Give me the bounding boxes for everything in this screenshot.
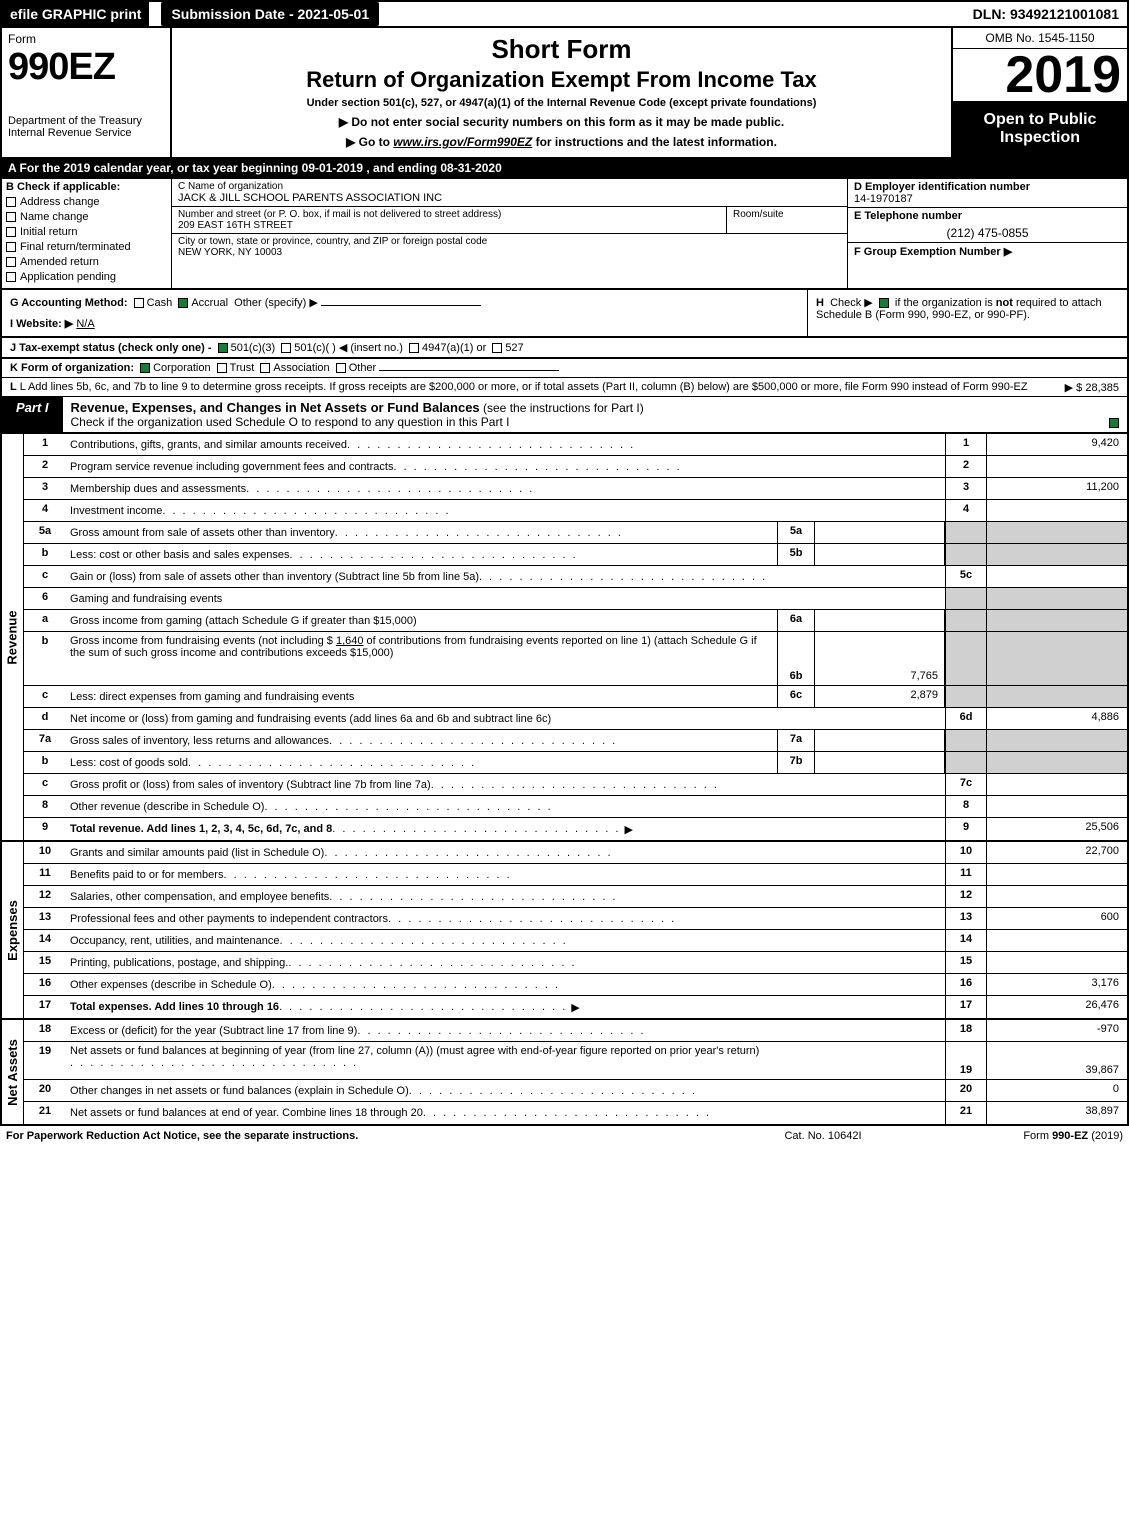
section-l: L L Add lines 5b, 6c, and 7b to line 9 t…	[0, 378, 1129, 396]
checkbox-trust[interactable]	[217, 363, 227, 373]
netassets-table: Net Assets 18Excess or (deficit) for the…	[0, 1020, 1129, 1126]
expenses-side-label: Expenses	[2, 842, 24, 1018]
entity-block: B Check if applicable: Address change Na…	[0, 179, 1129, 290]
footer-form: Form 990-EZ (2019)	[923, 1130, 1123, 1142]
section-h: H Check ▶ if the organization is not req…	[807, 290, 1127, 336]
title-short-form: Short Form	[182, 34, 941, 65]
street-label: Number and street (or P. O. box, if mail…	[178, 209, 501, 220]
total-expenses: 26,476	[987, 996, 1127, 1018]
line19-value: 39,867	[987, 1042, 1127, 1079]
line13-value: 600	[987, 908, 1127, 929]
phone-label: E Telephone number	[854, 210, 1121, 222]
department: Department of the Treasury Internal Reve…	[8, 115, 164, 139]
line1-value: 9,420	[987, 434, 1127, 455]
gross-receipts: ▶ $ 28,385	[1065, 381, 1119, 394]
section-def: D Employer identification number 14-1970…	[847, 179, 1127, 288]
b-header: B Check if applicable:	[6, 181, 167, 193]
footer-cat: Cat. No. 10642I	[723, 1130, 923, 1142]
group-exemption-label: F Group Exemption Number ▶	[854, 245, 1121, 258]
ein-value: 14-1970187	[854, 193, 1121, 205]
line6d-value: 4,886	[987, 708, 1127, 729]
org-name: JACK & JILL SCHOOL PARENTS ASSOCIATION I…	[178, 192, 442, 204]
checkbox-other[interactable]	[336, 363, 346, 373]
section-b: B Check if applicable: Address change Na…	[2, 179, 172, 288]
revenue-table: Revenue 1Contributions, gifts, grants, a…	[0, 434, 1129, 842]
line10-value: 22,700	[987, 842, 1127, 863]
form-word: Form	[8, 32, 164, 46]
checkbox-501c3[interactable]	[218, 343, 228, 353]
line-a: A For the 2019 calendar year, or tax yea…	[0, 159, 1129, 179]
form-number: 990EZ	[8, 46, 164, 89]
part1-tag: Part I	[2, 397, 63, 432]
top-bar: efile GRAPHIC print Submission Date - 20…	[0, 0, 1129, 28]
section-k: K Form of organization: Corporation Trus…	[0, 359, 1129, 378]
tax-year: 2019	[953, 49, 1127, 101]
header-left: Form 990EZ Department of the Treasury In…	[2, 28, 172, 157]
irs-link[interactable]: www.irs.gov/Form990EZ	[393, 135, 532, 149]
section-j: J Tax-exempt status (check only one) - 5…	[0, 338, 1129, 359]
checkbox-schedule-b[interactable]	[879, 298, 889, 308]
checkbox-icon[interactable]	[6, 242, 16, 252]
header-center: Short Form Return of Organization Exempt…	[172, 28, 951, 157]
expenses-table: Expenses 10Grants and similar amounts pa…	[0, 842, 1129, 1020]
line20-value: 0	[987, 1080, 1127, 1101]
city-label: City or town, state or province, country…	[178, 236, 487, 247]
phone-value: (212) 475-0855	[854, 222, 1121, 240]
checkbox-icon[interactable]	[6, 257, 16, 267]
line18-value: -970	[987, 1020, 1127, 1041]
subtitle-code: Under section 501(c), 527, or 4947(a)(1)…	[182, 97, 941, 109]
warning-ssn: ▶ Do not enter social security numbers o…	[182, 115, 941, 129]
checkbox-4947[interactable]	[409, 343, 419, 353]
street-value: 209 EAST 16TH STREET	[178, 220, 293, 231]
line3-value: 11,200	[987, 478, 1127, 499]
footer-left: For Paperwork Reduction Act Notice, see …	[6, 1130, 723, 1142]
title-return: Return of Organization Exempt From Incom…	[182, 67, 941, 93]
checkbox-icon[interactable]	[6, 212, 16, 222]
ein-label: D Employer identification number	[854, 181, 1121, 193]
header-right: OMB No. 1545-1150 2019 Open to Public In…	[951, 28, 1127, 157]
section-c: C Name of organization JACK & JILL SCHOO…	[172, 179, 847, 288]
page-footer: For Paperwork Reduction Act Notice, see …	[0, 1126, 1129, 1146]
open-to-public: Open to Public Inspection	[953, 101, 1127, 157]
accounting-method: G Accounting Method: Cash Accrual Other …	[10, 296, 799, 309]
checkbox-501c[interactable]	[281, 343, 291, 353]
section-gh: G Accounting Method: Cash Accrual Other …	[0, 290, 1129, 338]
netassets-side-label: Net Assets	[2, 1020, 24, 1124]
part1-header: Part I Revenue, Expenses, and Changes in…	[0, 396, 1129, 434]
checkbox-accrual[interactable]	[178, 298, 188, 308]
line21-value: 38,897	[987, 1102, 1127, 1124]
line6c-value: 2,879	[815, 686, 945, 707]
checkbox-schedule-o[interactable]	[1109, 418, 1119, 428]
website-value: N/A	[76, 318, 94, 330]
city-value: NEW YORK, NY 10003	[178, 247, 282, 258]
submission-date: Submission Date - 2021-05-01	[161, 2, 379, 26]
efile-label: efile GRAPHIC print	[2, 2, 149, 26]
room-label: Room/suite	[733, 209, 784, 220]
checkbox-cash[interactable]	[134, 298, 144, 308]
checkbox-icon[interactable]	[6, 272, 16, 282]
total-revenue: 25,506	[987, 818, 1127, 840]
c-name-label: C Name of organization	[178, 181, 283, 192]
form-header: Form 990EZ Department of the Treasury In…	[0, 28, 1129, 159]
goto-link-line: ▶ Go to www.irs.gov/Form990EZ for instru…	[182, 135, 941, 149]
checkbox-icon[interactable]	[6, 197, 16, 207]
website-line: I Website: ▶ N/A	[10, 317, 799, 330]
checkbox-corp[interactable]	[140, 363, 150, 373]
checkbox-assoc[interactable]	[260, 363, 270, 373]
dln: DLN: 93492121001081	[973, 6, 1127, 22]
line16-value: 3,176	[987, 974, 1127, 995]
line6b-value: 7,765	[815, 632, 945, 685]
checkbox-527[interactable]	[492, 343, 502, 353]
checkbox-icon[interactable]	[6, 227, 16, 237]
revenue-side-label: Revenue	[2, 434, 24, 840]
